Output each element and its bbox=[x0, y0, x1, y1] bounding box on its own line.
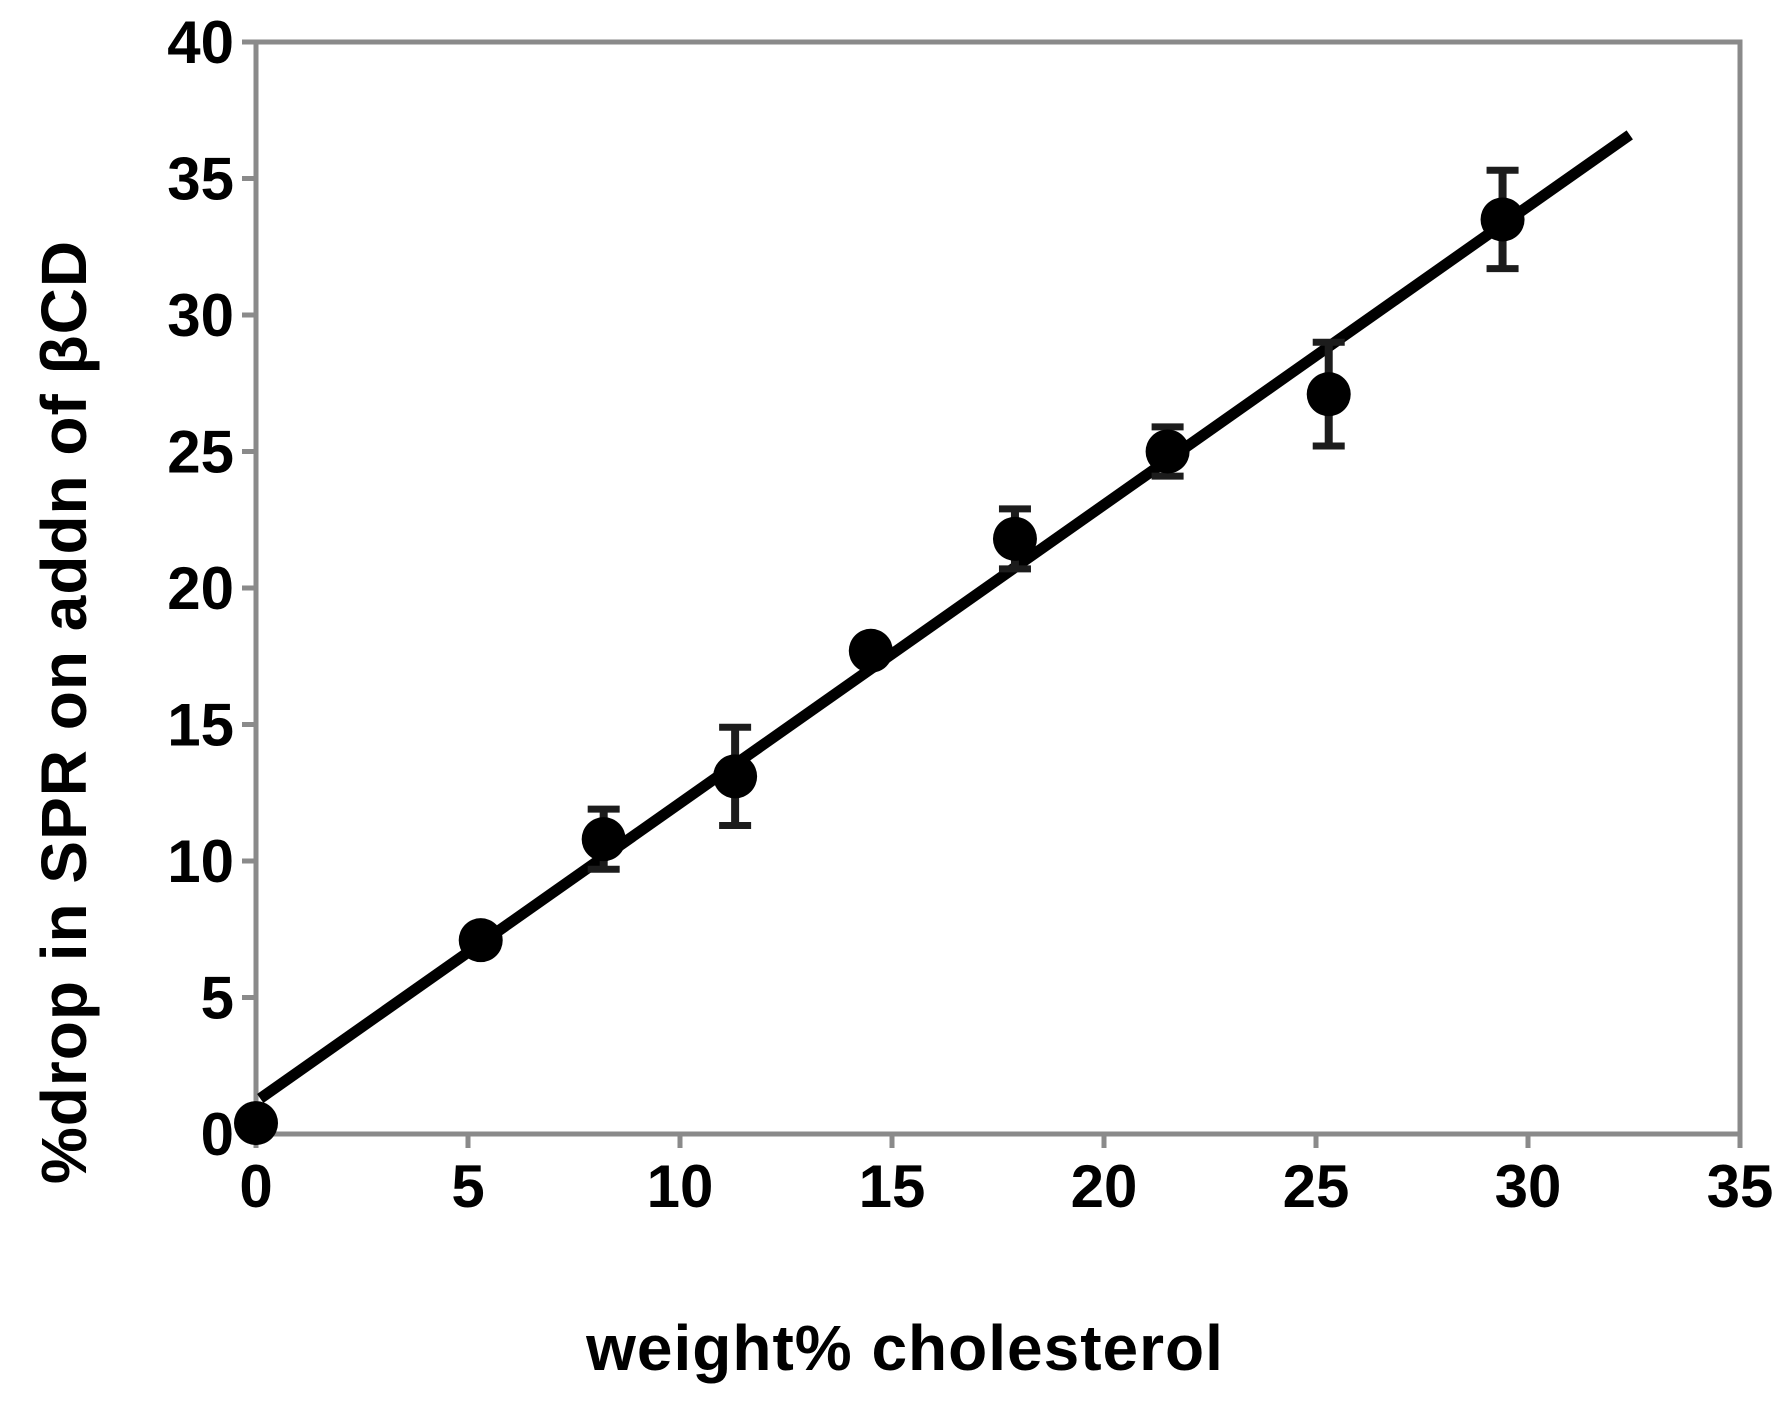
y-tick-label: 20 bbox=[167, 555, 234, 622]
x-tick-label: 5 bbox=[451, 1153, 484, 1220]
data-point bbox=[1145, 429, 1190, 474]
data-point bbox=[458, 918, 503, 963]
y-tick-label: 40 bbox=[167, 9, 234, 76]
data-point bbox=[1306, 372, 1351, 417]
y-axis-label: %drop in SPR on addn of βCD bbox=[28, 239, 100, 1185]
x-tick-label: 15 bbox=[859, 1153, 926, 1220]
y-tick-label: 10 bbox=[167, 828, 234, 895]
y-tick-label: 25 bbox=[167, 419, 234, 486]
x-tick-label: 35 bbox=[1707, 1153, 1774, 1220]
data-point bbox=[992, 516, 1037, 561]
x-axis-label: weight% cholesterol bbox=[586, 1312, 1224, 1384]
data-point bbox=[581, 817, 626, 862]
y-tick-label: 30 bbox=[167, 282, 234, 349]
data-point bbox=[1480, 197, 1525, 242]
x-tick-label: 30 bbox=[1495, 1153, 1562, 1220]
data-point bbox=[848, 628, 893, 673]
y-tick-label: 15 bbox=[167, 692, 234, 759]
y-tick-label: 35 bbox=[167, 146, 234, 213]
data-point bbox=[234, 1101, 278, 1146]
x-tick-label: 25 bbox=[1283, 1153, 1350, 1220]
x-tick-label: 20 bbox=[1071, 1153, 1138, 1220]
data-point bbox=[713, 754, 758, 799]
x-tick-label: 10 bbox=[647, 1153, 714, 1220]
x-tick-label: 0 bbox=[239, 1153, 272, 1220]
y-tick-label: 0 bbox=[201, 1101, 234, 1168]
y-tick-label: 5 bbox=[201, 965, 234, 1032]
